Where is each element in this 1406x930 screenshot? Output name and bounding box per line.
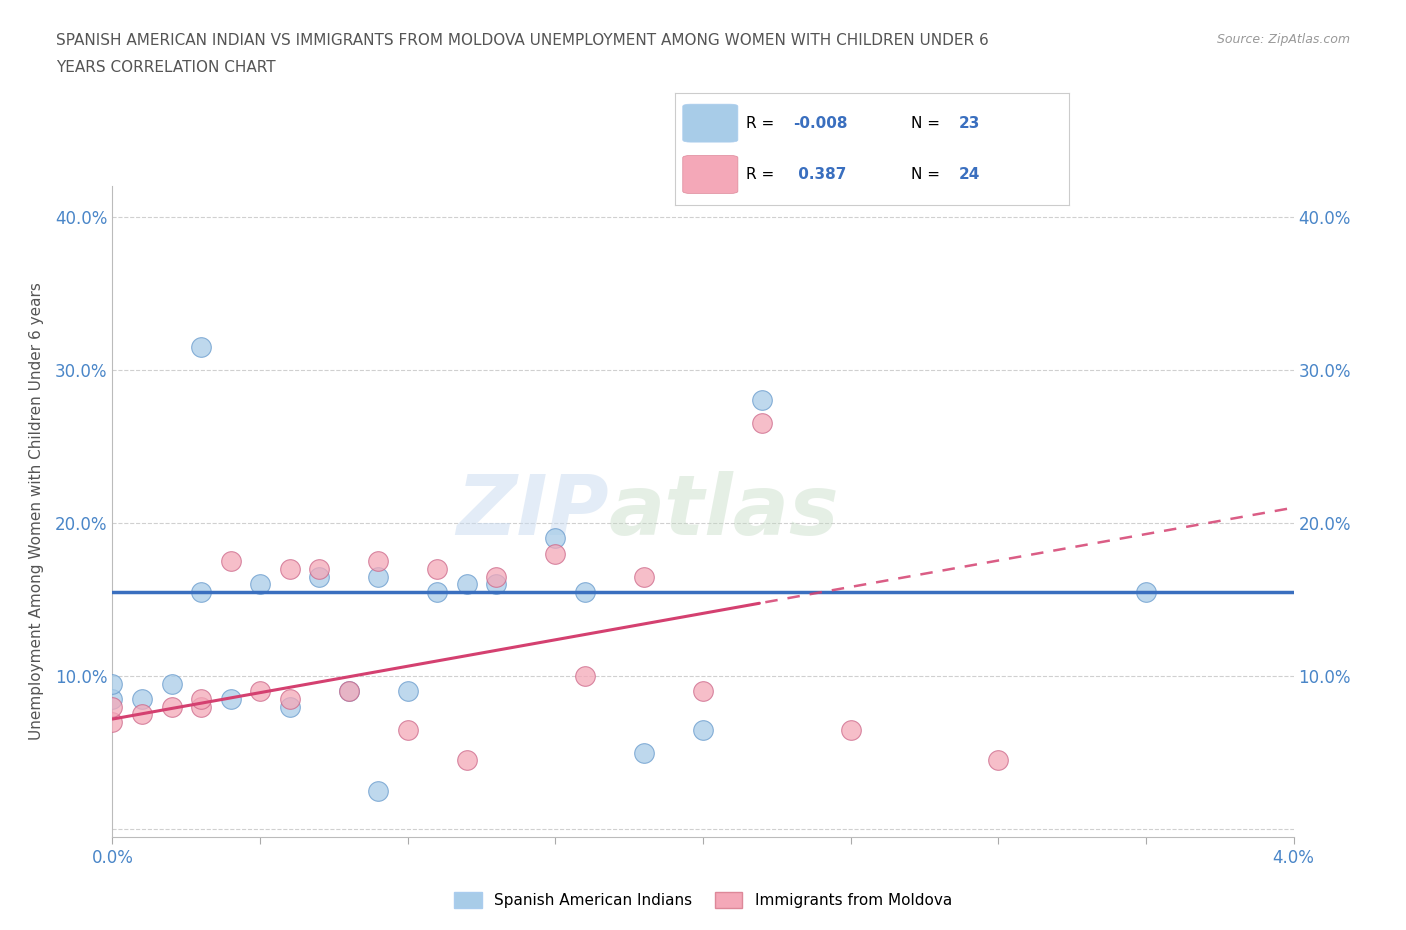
- FancyBboxPatch shape: [683, 104, 738, 142]
- Point: [219, 692, 242, 707]
- Text: 0.387: 0.387: [793, 167, 846, 182]
- Point: [101, 692, 124, 707]
- Point: [367, 554, 389, 569]
- Point: [249, 577, 271, 591]
- Point: [485, 569, 508, 584]
- Text: N =: N =: [911, 167, 945, 182]
- Point: [396, 684, 419, 699]
- Point: [987, 753, 1010, 768]
- Point: [190, 584, 212, 599]
- Point: [633, 569, 655, 584]
- Text: Source: ZipAtlas.com: Source: ZipAtlas.com: [1216, 33, 1350, 46]
- Point: [278, 692, 301, 707]
- Text: atlas: atlas: [609, 471, 839, 552]
- Point: [160, 699, 183, 714]
- Legend: Spanish American Indians, Immigrants from Moldova: Spanish American Indians, Immigrants fro…: [449, 885, 957, 914]
- Point: [574, 669, 596, 684]
- Y-axis label: Unemployment Among Women with Children Under 6 years: Unemployment Among Women with Children U…: [30, 283, 44, 740]
- Point: [131, 692, 153, 707]
- Point: [190, 699, 212, 714]
- Point: [308, 562, 330, 577]
- FancyBboxPatch shape: [683, 155, 738, 193]
- Point: [456, 753, 478, 768]
- Point: [101, 714, 124, 729]
- Text: -0.008: -0.008: [793, 115, 848, 130]
- Point: [131, 707, 153, 722]
- Point: [839, 723, 862, 737]
- Point: [278, 562, 301, 577]
- Point: [574, 584, 596, 599]
- Point: [101, 699, 124, 714]
- Point: [426, 584, 449, 599]
- Text: R =: R =: [745, 167, 779, 182]
- Point: [278, 699, 301, 714]
- Point: [544, 546, 567, 561]
- Point: [367, 784, 389, 799]
- Point: [190, 692, 212, 707]
- Point: [219, 554, 242, 569]
- Point: [751, 416, 773, 431]
- Point: [396, 723, 419, 737]
- Point: [485, 577, 508, 591]
- Text: R =: R =: [745, 115, 779, 130]
- Text: 23: 23: [959, 115, 980, 130]
- Point: [308, 569, 330, 584]
- Point: [426, 562, 449, 577]
- Point: [367, 569, 389, 584]
- Text: 24: 24: [959, 167, 980, 182]
- Point: [337, 684, 360, 699]
- Text: YEARS CORRELATION CHART: YEARS CORRELATION CHART: [56, 60, 276, 75]
- Point: [633, 745, 655, 760]
- Point: [190, 339, 212, 354]
- Point: [456, 577, 478, 591]
- Point: [337, 684, 360, 699]
- Point: [160, 676, 183, 691]
- Point: [692, 723, 714, 737]
- Text: N =: N =: [911, 115, 945, 130]
- Text: ZIP: ZIP: [456, 471, 609, 552]
- Point: [692, 684, 714, 699]
- Point: [751, 393, 773, 408]
- Point: [544, 531, 567, 546]
- Point: [1135, 584, 1157, 599]
- Text: SPANISH AMERICAN INDIAN VS IMMIGRANTS FROM MOLDOVA UNEMPLOYMENT AMONG WOMEN WITH: SPANISH AMERICAN INDIAN VS IMMIGRANTS FR…: [56, 33, 988, 47]
- Point: [249, 684, 271, 699]
- Point: [101, 676, 124, 691]
